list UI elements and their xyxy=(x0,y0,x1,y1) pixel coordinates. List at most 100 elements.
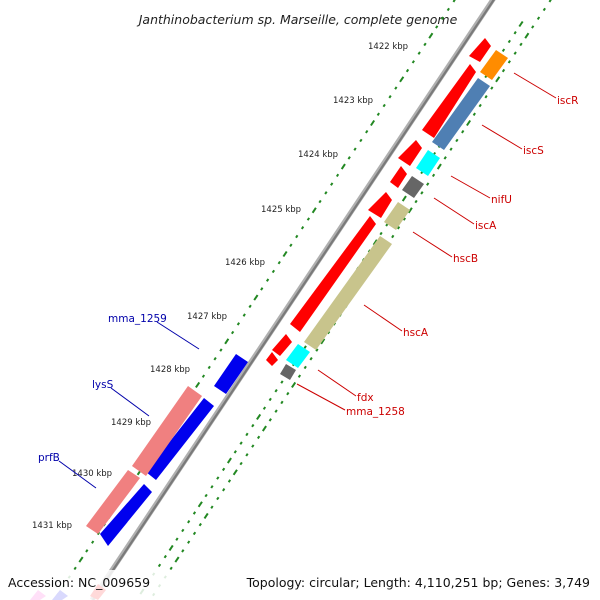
ruler-dot xyxy=(501,48,506,52)
ruler-dot xyxy=(187,520,191,524)
ruler-dot xyxy=(187,540,191,544)
ruler-dot xyxy=(353,147,357,151)
ruler-dot xyxy=(256,435,261,440)
gene-label-hscA: hscA xyxy=(403,327,429,339)
kbp-label-1424: 1424 kbp xyxy=(298,150,338,160)
ruler-dot xyxy=(455,138,459,143)
ruler-dot xyxy=(326,330,331,335)
ruler-dot xyxy=(401,195,407,202)
ruler-dot xyxy=(239,441,243,445)
cds-arrow xyxy=(272,334,292,356)
ruler-dot xyxy=(365,129,369,134)
ruler-dot xyxy=(513,51,517,55)
ruler-dot xyxy=(402,217,407,221)
ruler-dot xyxy=(181,528,185,533)
ruler-dot xyxy=(253,294,259,301)
cds-arrow xyxy=(398,140,422,166)
hscB-gene xyxy=(384,202,410,230)
ruler-dot xyxy=(420,191,424,195)
gene-label-prfB: prfB xyxy=(38,452,60,464)
ruler-dot xyxy=(297,374,302,378)
ruler-dot xyxy=(277,260,281,265)
ruler-dot xyxy=(262,406,267,410)
ruler-dot xyxy=(484,95,488,99)
ruler-dot xyxy=(216,476,220,480)
cds-arrow xyxy=(290,216,376,332)
footer-bg xyxy=(0,570,600,600)
ruler-dot xyxy=(175,537,179,541)
ruler-dot xyxy=(216,496,220,501)
ruler-dot xyxy=(461,129,465,134)
ruler-dot xyxy=(192,511,197,515)
ruler-dot xyxy=(417,51,421,55)
hscA-gene xyxy=(304,236,392,350)
ruler-dot xyxy=(548,0,552,3)
ruler-dot xyxy=(391,234,395,239)
ruler-dot xyxy=(309,357,313,361)
gene-label-lysS: lysS xyxy=(92,379,114,391)
ruler-dot xyxy=(286,391,290,396)
trna-gene xyxy=(132,386,202,476)
ruler-dot xyxy=(431,173,436,178)
ruler-dot xyxy=(531,25,535,29)
ruler-dot xyxy=(443,156,447,160)
ruler-dot xyxy=(203,512,209,519)
kbp-label-1422: 1422 kbp xyxy=(368,42,408,52)
ruler-dot xyxy=(233,450,237,454)
ruler-dot xyxy=(518,20,524,28)
ruler-dot xyxy=(507,39,511,44)
ruler-dot xyxy=(501,68,506,73)
ruler-dot xyxy=(274,389,278,393)
ruler-dot xyxy=(324,191,328,195)
right-gene-labels: iscR iscS nifU iscA hscB hscA fdx mma_12… xyxy=(296,72,578,418)
lysS-gene xyxy=(146,398,214,480)
ruler-dot xyxy=(291,381,297,388)
ruler-dot xyxy=(436,163,442,170)
ruler-dot xyxy=(248,304,252,309)
ruler-dot xyxy=(394,86,398,90)
ruler-dot xyxy=(490,86,494,90)
kbp-label-1429: 1429 kbp xyxy=(111,418,151,428)
ruler-dot xyxy=(449,147,453,151)
mma_1258-gene xyxy=(280,364,296,380)
ruler-dot xyxy=(295,234,299,239)
ruler-dot xyxy=(73,566,77,571)
ruler-dot xyxy=(261,425,267,432)
iscA-gene xyxy=(402,176,424,198)
ruler-dot xyxy=(414,199,418,204)
ruler-dot xyxy=(219,348,223,352)
ruler-dot xyxy=(256,413,262,420)
kbp-label-1426: 1426 kbp xyxy=(225,258,265,268)
ruler-dot xyxy=(405,68,410,73)
ruler-dot xyxy=(399,76,405,83)
reverse-strand-features xyxy=(266,38,508,380)
ruler-dot xyxy=(242,313,246,317)
gene-label-fdx: fdx xyxy=(357,392,374,404)
ruler-dot xyxy=(213,357,217,361)
ruler-dot xyxy=(396,226,401,230)
ruler-dot xyxy=(169,566,173,571)
kbp-label-1430: 1430 kbp xyxy=(72,469,112,479)
ruler-dot xyxy=(280,380,284,384)
cds-arrow xyxy=(390,166,407,188)
gene-label-nifU: nifU xyxy=(491,194,512,206)
forward-strand-features xyxy=(86,354,248,600)
ruler-dot xyxy=(210,485,214,489)
ruler-dot xyxy=(239,461,243,466)
ruler-dot xyxy=(195,381,201,388)
ruler-dot xyxy=(330,182,334,186)
gene-label-iscR: iscR xyxy=(557,95,578,107)
gene-label-iscA: iscA xyxy=(475,220,497,232)
gene-label-iscS: iscS xyxy=(523,145,544,157)
ruler-dot xyxy=(388,95,392,99)
kbp-label-1425: 1425 kbp xyxy=(261,205,301,215)
ruler-dot xyxy=(382,103,386,108)
ruler-dot xyxy=(340,163,346,170)
ruler-dot xyxy=(536,16,541,20)
genome-backbone xyxy=(89,0,496,600)
fdx-gene xyxy=(286,344,310,368)
mma_1259-gene xyxy=(214,354,248,394)
iscS-gene xyxy=(432,78,490,150)
ruler-dot xyxy=(411,60,415,64)
accession-text: Accession: NC_009659 xyxy=(8,575,150,590)
